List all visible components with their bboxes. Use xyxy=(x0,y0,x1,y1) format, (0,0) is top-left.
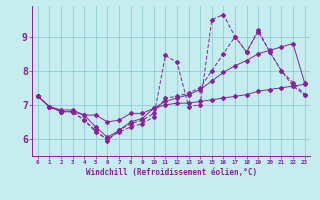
X-axis label: Windchill (Refroidissement éolien,°C): Windchill (Refroidissement éolien,°C) xyxy=(86,168,257,177)
